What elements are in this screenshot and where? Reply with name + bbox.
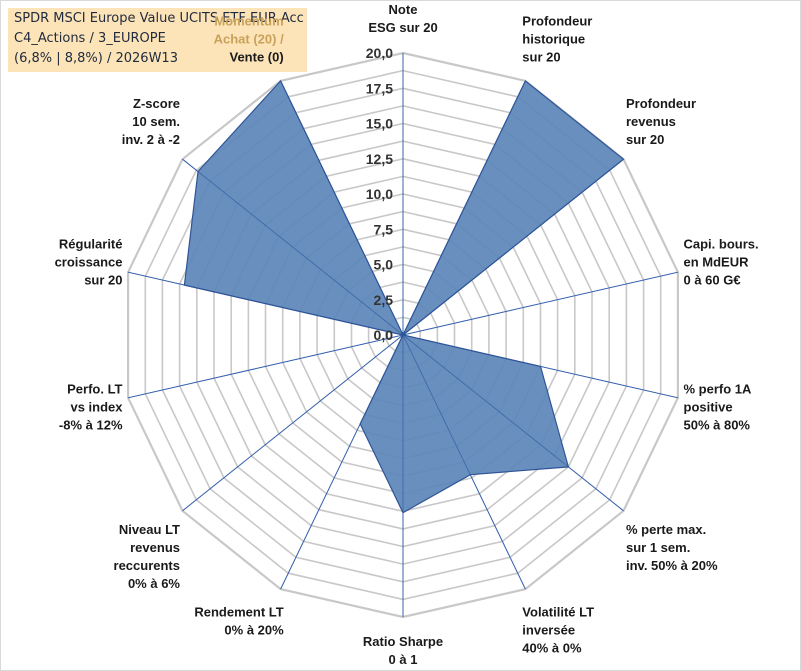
axis-label: % perfo 1A positive 50% à 80% (684, 381, 753, 432)
chart-title-line-2: C4_Actions / 3_EUROPE (14, 31, 166, 46)
axis-label: Note ESG sur 20 (368, 2, 437, 35)
chart-title-line-1: SPDR MSCI Europe Value UCITS ETF EUR Acc (14, 11, 304, 26)
radar-series (128, 53, 678, 617)
axis-spoke-overlay (402, 271, 678, 336)
tick-label: 7,5 (374, 221, 394, 237)
tick-label: 2,5 (374, 292, 394, 308)
axis-spoke-overlay (402, 80, 526, 336)
axis-label: Capi. bours. en MdEUR 0 à 60 G€ (684, 237, 759, 288)
axis-label: Z-score 10 sem. inv. 2 à -2 (122, 96, 180, 147)
axis-label: % perte max. sur 1 sem. inv. 50% à 20% (626, 522, 718, 573)
radar-axis-labels: Note ESG sur 20 Profondeur historique sur 20… (55, 2, 759, 667)
tick-label: 0,0 (374, 327, 394, 343)
axis-spoke-overlay (280, 334, 404, 590)
axis-label: Niveau LT revenus reccurents 0% à 6% (114, 522, 181, 591)
axis-spoke-overlay (182, 334, 404, 512)
axis-label: Profondeur historique sur 20 (522, 14, 592, 65)
chart-title-box: SPDR MSCI Europe Value UCITS ETF EUR Acc… (8, 8, 307, 72)
axis-label: Ratio Sharpe 0 à 1 (363, 634, 443, 667)
axis-spoke-overlay (402, 334, 526, 590)
tick-label: 15,0 (366, 116, 393, 132)
axis-spoke-overlay (128, 271, 404, 336)
tick-label: 12,5 (366, 151, 393, 167)
axis-spoke-overlay (402, 158, 624, 336)
chart-title-line-3: (6,8% | 8,8%) / 2026W13 (14, 51, 178, 66)
axis-spoke-overlay (182, 158, 404, 336)
axis-spoke-overlay (128, 334, 404, 399)
axis-spoke-overlay (280, 80, 404, 336)
axis-spoke-overlay (402, 334, 624, 512)
axis-label: Perfo. LT vs index -8% à 12% (59, 381, 123, 432)
tick-label: 20,0 (366, 45, 393, 61)
tick-label: 17,5 (366, 80, 393, 96)
axis-label: Volatilité LT inversée 40% à 0% (522, 605, 594, 656)
axis-label: Momentum Achat (20) / Vente (0) (214, 14, 284, 65)
axis-label: Régularité croissance sur 20 (55, 237, 123, 288)
axis-label: Profondeur revenus sur 20 (626, 96, 696, 147)
tick-label: 10,0 (366, 186, 393, 202)
series-area (183, 79, 625, 514)
tick-label: 5,0 (374, 257, 394, 273)
axis-label: Rendement LT 0% à 20% (194, 605, 284, 638)
radar-tick-labels: 0,0 2,5 5,0 7,5 10,0 12,5 15,0 17,5 20,0 (366, 45, 393, 343)
